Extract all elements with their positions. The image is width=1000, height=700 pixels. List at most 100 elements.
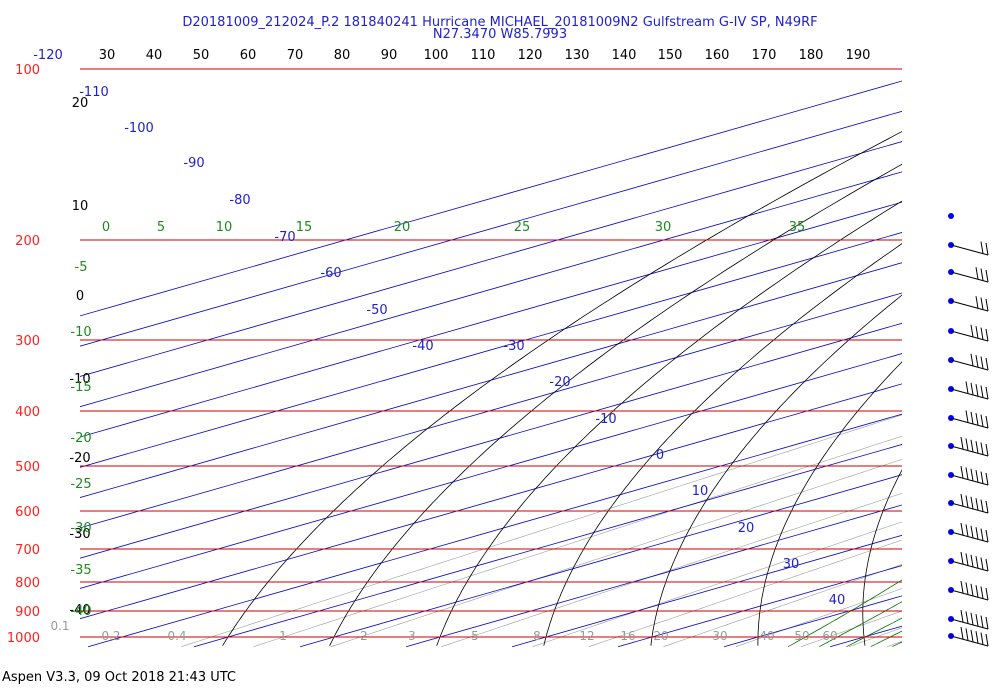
- mixing-ratio-label: 0.4: [167, 629, 186, 643]
- dry-adiabat-line: [543, 243, 902, 646]
- mixing-ratio-line: [735, 588, 902, 647]
- mixing-ratio-label: 2: [360, 629, 368, 643]
- wind-barb: [948, 522, 989, 543]
- isotherm-line: [80, 171, 902, 408]
- top-temperature-label: 30: [99, 48, 116, 63]
- top-temperature-label: 60: [240, 48, 257, 63]
- top-temperature-label: 90: [381, 48, 398, 63]
- top-temperature-label: -120: [33, 48, 63, 63]
- wind-barb: [948, 353, 989, 371]
- moist-adiabat-line: [929, 69, 1000, 647]
- mixing-ratio-line: [663, 564, 902, 647]
- top-temperature-label: 40: [146, 48, 163, 63]
- top-temperature-label: 190: [846, 48, 871, 63]
- moist-adiabat-label-left: -40: [70, 604, 91, 619]
- moist-adiabat-line: [892, 641, 902, 648]
- isotherm-label: -40: [412, 339, 433, 354]
- isotherm-line: [80, 353, 902, 589]
- isotherm-line: [80, 110, 902, 347]
- isotherm-line: [87, 413, 902, 648]
- moist-adiabat-line: [912, 69, 1000, 647]
- moist-adiabat-label: 15: [296, 220, 313, 235]
- footer-version: Aspen V3.3, 09 Oct 2018 21:43 UTC: [2, 670, 236, 685]
- isotherm-label: 40: [829, 593, 846, 608]
- top-temperature-label: 150: [658, 48, 683, 63]
- moist-adiabat-label: 5: [157, 220, 165, 235]
- top-temperature-label: 80: [334, 48, 351, 63]
- moist-adiabat-label: 10: [216, 220, 233, 235]
- moist-adiabat-line: [987, 69, 1000, 647]
- top-temperature-label: 50: [193, 48, 210, 63]
- moist-adiabat-label: 0: [102, 220, 110, 235]
- mixing-ratio-label: 30: [712, 629, 727, 643]
- isotherm-line: [80, 383, 902, 620]
- isotherm-label: 30: [783, 557, 800, 572]
- wind-barb: [948, 241, 989, 256]
- dry-adiabat-label: -30: [69, 527, 90, 542]
- mixing-ratio-label: 20: [653, 629, 668, 643]
- dry-adiabat-line: [436, 200, 902, 646]
- isotherm-line: [723, 595, 902, 648]
- pressure-label-800: 800: [15, 576, 40, 591]
- dry-adiabat-label: -20: [69, 451, 90, 466]
- mixing-ratio-label: 50: [794, 629, 809, 643]
- pressure-label-400: 400: [15, 405, 40, 420]
- isotherm-line: [405, 504, 902, 648]
- wind-barb: [948, 436, 989, 457]
- isotherm-line: [80, 201, 902, 438]
- moist-adiabat-line: [870, 630, 902, 648]
- dry-adiabat-line: [757, 361, 902, 646]
- isotherm-label: -80: [229, 193, 250, 208]
- pressure-label-500: 500: [15, 460, 40, 475]
- mixing-ratio-line: [958, 411, 1000, 647]
- mixing-ratio-label: 3: [408, 629, 416, 643]
- dry-adiabat-line: [964, 69, 1000, 646]
- moist-adiabat-label: 25: [514, 220, 531, 235]
- mixing-ratio-line: [887, 641, 902, 647]
- top-temperature-label: 70: [287, 48, 304, 63]
- isotherm-line: [299, 474, 902, 648]
- isotherm-line: [193, 444, 902, 648]
- wind-barb: [948, 493, 989, 514]
- pressure-label-700: 700: [15, 543, 40, 558]
- top-temperature-label: 170: [752, 48, 777, 63]
- moist-adiabat-line: [974, 69, 1000, 647]
- moist-adiabat-label-left: -30: [70, 521, 91, 536]
- isotherm-line: [80, 292, 902, 529]
- dry-adiabat-label: 10: [72, 199, 89, 214]
- mixing-ratio-label: 0.2: [101, 629, 120, 643]
- moist-adiabat-label: 20: [394, 220, 411, 235]
- isotherm-line: [80, 232, 902, 468]
- moist-adiabat-label: 30: [655, 220, 672, 235]
- mixing-ratio-line: [330, 459, 902, 647]
- mixing-ratio-label: 60: [822, 629, 837, 643]
- isotherm-line: [80, 141, 902, 377]
- isotherm-line: [829, 625, 902, 648]
- moist-adiabat-label-left: -35: [70, 563, 91, 578]
- isotherm-line: [511, 534, 902, 648]
- isotherm-line: [80, 322, 902, 559]
- dry-adiabat-label: -40: [69, 603, 90, 618]
- isotherm-line: [936, 69, 1000, 647]
- isotherm-line: [80, 80, 902, 317]
- mixing-ratio-label: 16: [620, 629, 635, 643]
- wind-barb: [948, 381, 989, 400]
- mixing-ratio-line: [588, 539, 902, 647]
- mixing-ratio-label: 5: [471, 629, 479, 643]
- pressure-label-100: 100: [15, 63, 40, 78]
- mixing-ratio-label: 1: [279, 629, 287, 643]
- isotherm-label: -90: [183, 156, 204, 171]
- moist-adiabat-line: [787, 579, 902, 648]
- wind-barb: [948, 213, 954, 219]
- wind-barb: [948, 580, 989, 601]
- wind-barb: [948, 267, 989, 283]
- isotherm-label: -30: [503, 339, 524, 354]
- mixing-ratio-label: 8: [533, 629, 541, 643]
- mixing-ratio-label: 12: [579, 629, 594, 643]
- isotherm-label: -20: [549, 375, 570, 390]
- isotherm-label: -50: [366, 303, 387, 318]
- top-temperature-label: 130: [565, 48, 590, 63]
- chart-title: D20181009_212024_P.2 181840241 Hurricane…: [182, 15, 818, 30]
- temperature-profile: [923, 193, 1000, 640]
